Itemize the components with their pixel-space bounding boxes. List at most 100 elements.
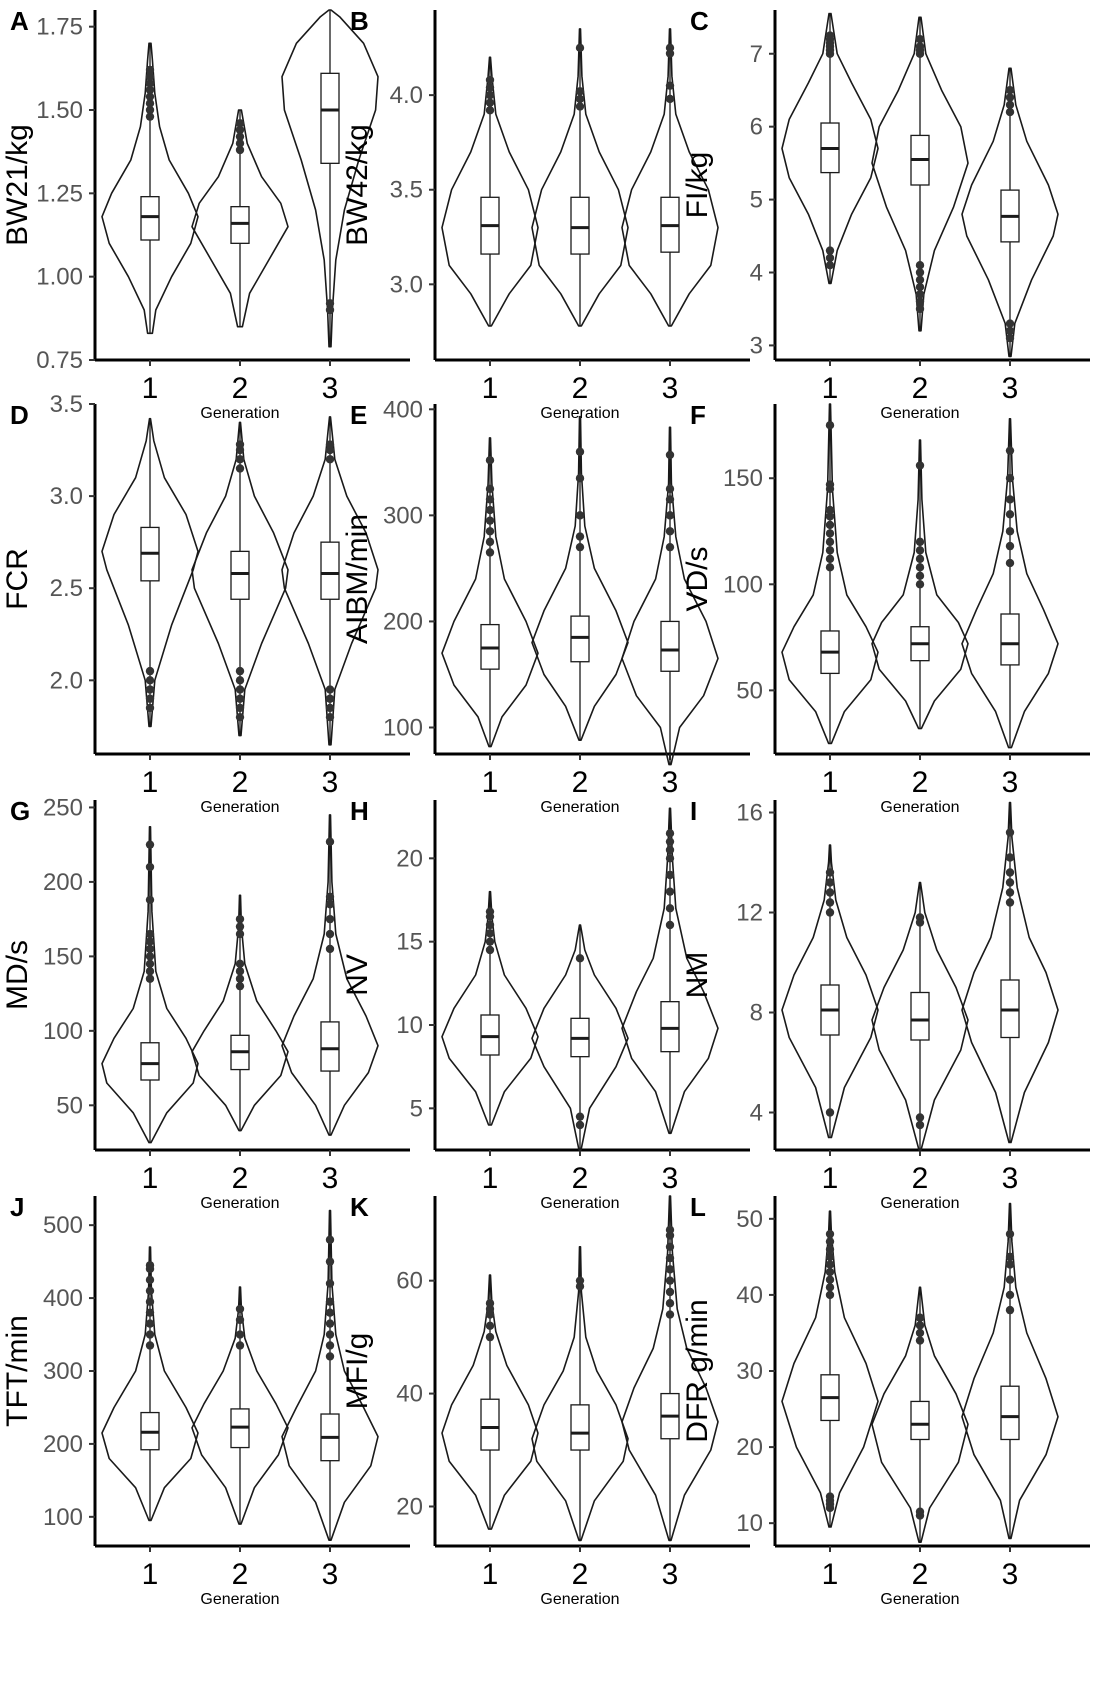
violin-shape [531,28,629,327]
outlier-point [575,542,585,552]
outlier-point [1005,326,1015,336]
y-tick-label: 50 [736,1206,763,1233]
outlier-point [485,1299,495,1308]
violin-shape [531,415,629,742]
violin-group-2 [531,924,629,1151]
violin-group-1 [781,12,879,285]
y-tick-label: 2.0 [50,667,83,694]
y-axis-label: FI/kg [681,152,714,219]
y-axis-label: NM [681,952,714,999]
outlier-point [235,1330,245,1339]
x-tick-label: 3 [1002,372,1019,405]
outlier-point [325,900,335,909]
outlier-point [1005,1229,1015,1239]
outlier-point [235,929,245,939]
outlier-point [825,1229,835,1239]
outlier-point [825,1245,835,1254]
outlier-point [235,139,245,148]
x-tick-label: 1 [822,1558,839,1591]
violin-group-2 [191,109,289,328]
violin-shape [621,807,719,1135]
violin-shape [621,28,719,327]
violin-shape [281,1209,379,1541]
outlier-point [915,563,925,572]
y-tick-label: 4.0 [390,82,423,109]
outlier-point [325,1279,335,1288]
outlier-point [1005,1252,1015,1262]
outlier-point [825,1252,835,1262]
x-tick-label: 1 [142,372,159,405]
x-tick-label: 3 [662,372,679,405]
y-tick-label: 16 [736,800,763,827]
outlier-point [145,99,155,108]
outlier-point [665,904,675,913]
y-tick-label: 15 [396,929,423,956]
outlier-point [485,106,495,115]
outlier-point [665,527,675,536]
violin-group-2 [531,28,629,327]
x-tick-label: 2 [232,372,249,405]
outlier-point [915,1313,925,1322]
outlier-point [485,456,495,465]
outlier-point [665,837,675,846]
x-axis-label: Generation [540,799,619,816]
violin-group-1 [101,417,199,728]
x-tick-label: 3 [1002,1558,1019,1591]
x-tick-label: 1 [822,766,839,799]
y-axis-label: FCR [1,548,34,610]
outlier-point [1005,853,1015,862]
outlier-point [1005,495,1015,504]
box-iqr [230,550,250,600]
x-axis-label: Generation [880,405,959,422]
x-tick-label: 1 [822,1162,839,1195]
violin-group-1 [441,437,539,748]
outlier-point [915,1328,925,1338]
y-tick-label: 4 [750,1100,763,1127]
panel-d: D 2.0 2.5 3.0 3.5 FCR 1 2 3 Generation [1,391,410,816]
outlier-point [825,421,835,430]
outlier-point [1005,510,1015,519]
x-tick-label: 2 [912,372,929,405]
outlier-point [145,1341,155,1350]
outlier-point [575,447,585,456]
outlier-point [145,1297,155,1306]
outlier-point [145,895,155,904]
y-tick-label: 100 [43,1504,83,1531]
panel-g: G 50 100 150 200 250 MD/s 1 2 3 Generation [1,794,410,1212]
y-tick-label: 2.5 [50,575,83,602]
outlier-point [575,1120,585,1130]
panel-e: E 100 200 300 400 AIBM/min 1 2 3 Generation [341,396,750,816]
outlier-point [825,888,835,897]
violin-group-3 [621,1195,719,1542]
violin-shape [101,42,199,335]
outlier-point [485,1321,495,1331]
x-tick-label: 1 [482,372,499,405]
outlier-point [235,712,245,722]
violin-group-1 [781,844,879,1139]
y-tick-label: 400 [383,396,423,423]
outlier-point [1005,93,1015,102]
outlier-point [915,34,925,44]
x-axis-label: Generation [200,1591,279,1608]
outlier-point [665,81,675,90]
x-tick-label: 1 [482,1162,499,1195]
panel-letter: A [10,6,29,36]
y-tick-label: 300 [383,502,423,529]
outlier-point [1005,527,1015,536]
x-tick-label: 2 [912,1162,929,1195]
outlier-point [485,516,495,525]
y-axis-label: NV [341,954,374,996]
outlier-point [825,520,835,530]
outlier-point [485,75,495,85]
violin-group-2 [191,1286,289,1525]
outlier-point [665,887,675,896]
y-tick-label: 6 [750,114,763,141]
violin-group-3 [621,426,719,766]
outlier-point [825,537,835,547]
outlier-point [325,299,335,308]
panel-letter: C [690,6,709,36]
outlier-point [915,1336,925,1345]
violin-group-1 [441,56,539,327]
